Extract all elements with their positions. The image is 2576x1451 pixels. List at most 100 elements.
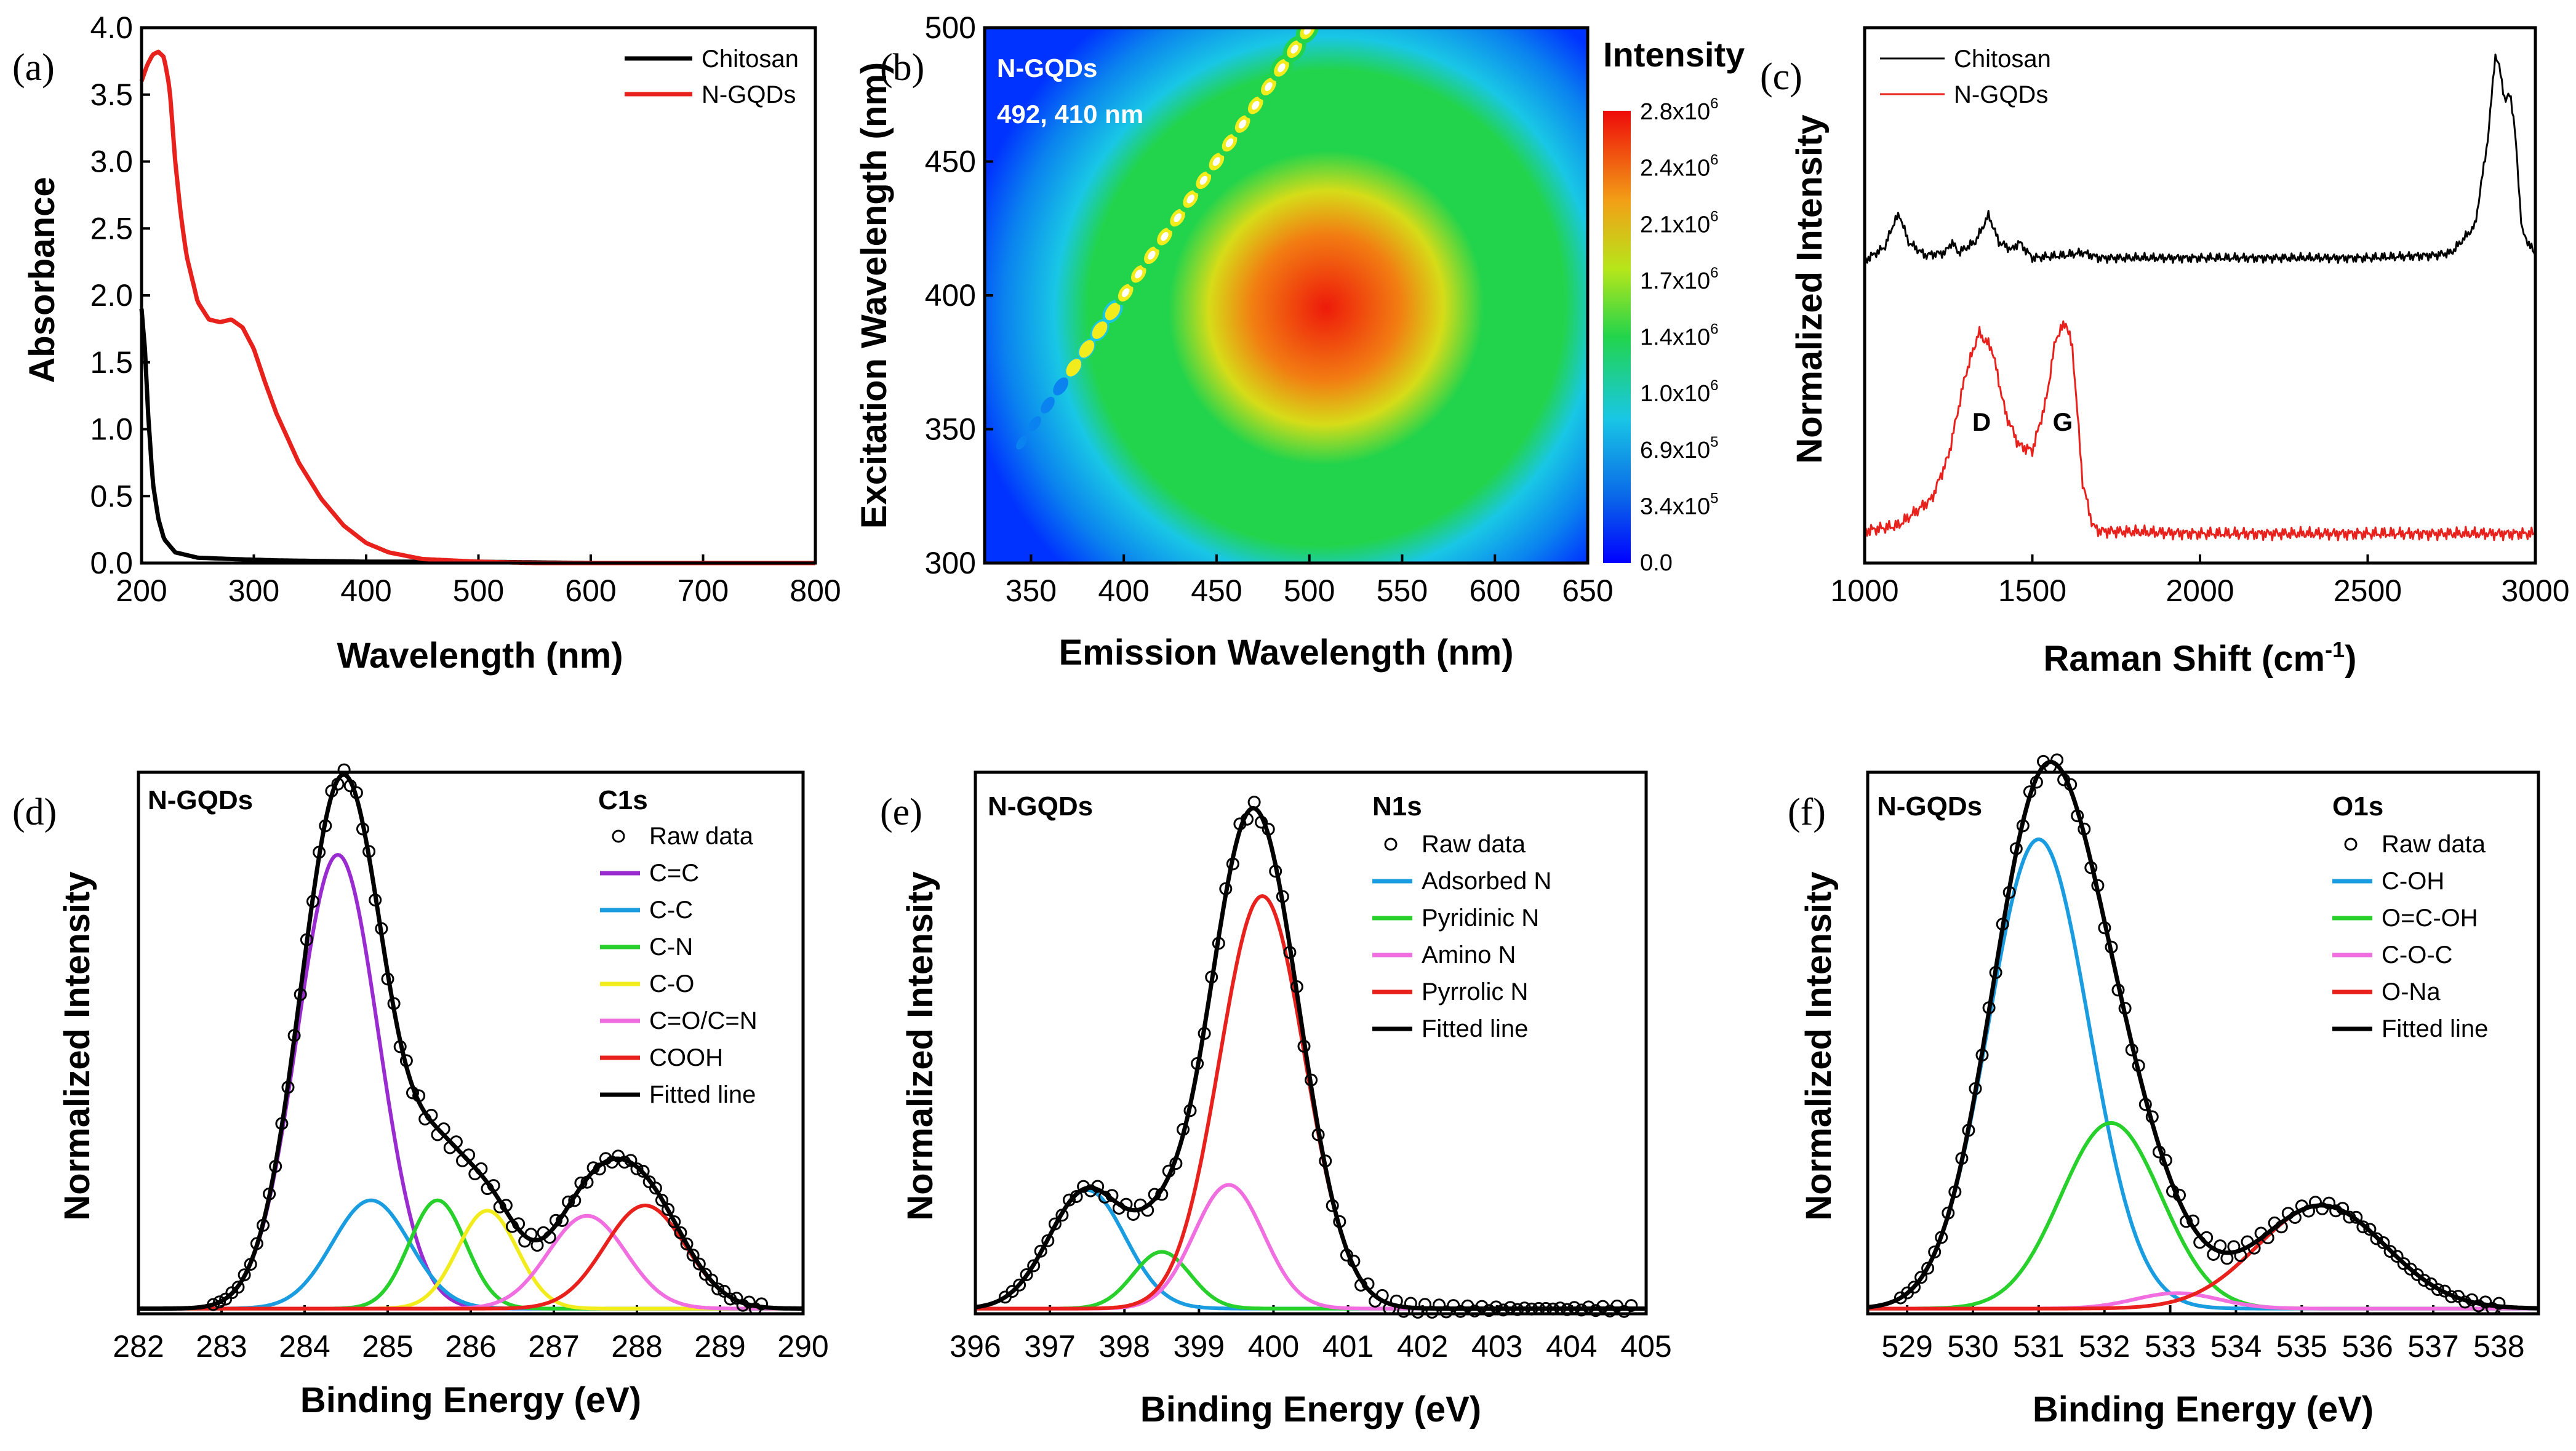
series-group-c <box>1864 54 2537 542</box>
raw-data-point-f <box>2071 809 2084 823</box>
raw-data-point-f <box>1996 917 2009 931</box>
raw-data-point-e <box>1041 1234 1055 1247</box>
raw-data-point-d <box>275 1117 289 1130</box>
legend-d: Raw data C=C C-C C-N C-O C=O/C=N COOH Fitted li… <box>600 823 758 1108</box>
raw-data-point-e <box>1198 1026 1211 1040</box>
raw-data-point-e <box>1091 1180 1105 1193</box>
raw-data-point-d <box>425 1108 438 1122</box>
raw-data-point-f <box>1969 1082 1982 1095</box>
raw-data-point-e <box>1404 1297 1417 1310</box>
scatter-spot-center <box>1122 288 1130 297</box>
raw-data-point-f <box>2492 1297 2506 1310</box>
raw-data-point-f <box>2009 842 2023 855</box>
rayleigh-scatter-band <box>1016 28 1319 450</box>
heatmap-peak-label: 492, 410 nm <box>997 100 1143 129</box>
x-tick-label-f: 538 <box>2473 1329 2524 1364</box>
legend-label-amino-n-e: Amino N <box>1422 941 1516 969</box>
x-tick-label-b: 650 <box>1562 574 1613 608</box>
raw-data-point-f <box>2309 1196 2322 1209</box>
legend-label-c-o-c-f: C-O-C <box>2382 941 2453 969</box>
raw-data-point-d <box>736 1298 750 1312</box>
raw-data-point-d <box>481 1182 494 1196</box>
x-tick-label-e: 398 <box>1099 1329 1150 1364</box>
panel-b: (b) 350 400 450 500 550 600 650 30035040045050… <box>854 10 1745 673</box>
y-axis-label-f: Normalized Intensity <box>1799 871 1839 1220</box>
legend-label-cooh-d: COOH <box>649 1044 723 1071</box>
raw-data-point-d <box>313 845 326 859</box>
raw-data-point-e <box>1212 937 1225 950</box>
raw-data-point-d <box>692 1257 706 1271</box>
panel-label-b: (b) <box>880 47 924 89</box>
raw-data-point-d <box>238 1268 251 1282</box>
x-axis-label-e: Binding Energy (eV) <box>1140 1389 1481 1429</box>
x-tick-label-b: 550 <box>1377 574 1428 608</box>
raw-data-point-f <box>1982 1001 1996 1015</box>
colorbar-label-exponent: 5 <box>1710 434 1718 450</box>
raw-data-point-e <box>1439 1305 1453 1319</box>
raw-data-point-d <box>624 1154 638 1167</box>
component-curve-pyrrolic-n-e <box>975 894 1646 1311</box>
raw-data-point-f <box>2479 1295 2492 1309</box>
panel-label-e: (e) <box>880 791 922 833</box>
colorbar-label: 2.4x106 <box>1640 152 1718 182</box>
raw-data-point-f <box>1935 1231 1948 1244</box>
raw-data-point-d <box>231 1281 245 1294</box>
raw-data-point-e <box>1219 882 1233 895</box>
raw-data-point-f <box>2030 775 2043 789</box>
x-tick-label-d: 289 <box>694 1329 745 1364</box>
scatter-spot <box>1053 377 1068 396</box>
y-tick-label-a: 1.5 <box>90 345 133 380</box>
x-tick-label-e: 405 <box>1620 1329 1671 1364</box>
raw-data-point-f <box>2322 1196 2336 1210</box>
plot-frame-c <box>1863 26 2537 565</box>
raw-data-point-d <box>369 893 382 907</box>
raw-data-point-f <box>2098 921 2111 935</box>
panel-f: (f) 529 530 531 532 533 534 535 536 537 538 N-GQD… <box>1788 753 2540 1429</box>
x-ticks-d: 282 283 284 285 286 287 288 289 290 <box>113 1305 829 1364</box>
raw-data-point-d <box>294 988 307 1001</box>
raw-data-point-e <box>1048 1217 1062 1231</box>
raw-data-point-d <box>350 786 363 799</box>
colorbar-label-exponent: 6 <box>1710 377 1718 394</box>
component-curve-adsorbed-n-e <box>975 1188 1646 1311</box>
raw-data-point-d <box>418 1113 432 1125</box>
x-tick-label-b: 350 <box>1006 574 1057 608</box>
colorbar <box>1603 111 1631 563</box>
legend-label-o-c-oh-f: O=C-OH <box>2382 905 2478 932</box>
raw-data-point-d <box>512 1217 526 1231</box>
raw-data-point-f <box>2302 1204 2315 1218</box>
raw-data-point-f <box>2329 1204 2343 1218</box>
series-line-chitosan-a <box>139 308 816 566</box>
raw-data-point-d <box>530 1239 544 1252</box>
raw-data-point-d <box>362 845 376 858</box>
raw-data-point-e <box>1276 890 1289 903</box>
plot-frame-d <box>137 770 805 1316</box>
colorbar-title: Intensity <box>1603 35 1745 74</box>
x-tick-label-d: 287 <box>528 1329 579 1364</box>
raw-data-point-f <box>2125 1043 2138 1057</box>
x-tick-label-e: 399 <box>1174 1329 1225 1364</box>
x-tick-label-d: 283 <box>196 1329 247 1364</box>
raw-data-point-f <box>2200 1231 2214 1244</box>
legend-label-c-o-d: C-O <box>649 970 694 997</box>
colorbar-label: 1.7x106 <box>1640 265 1718 294</box>
y-tick-label-a: 2.0 <box>90 278 133 313</box>
panel-label-c: (c) <box>1760 56 1802 98</box>
raw-data-point-f <box>2336 1202 2350 1215</box>
x-tick-label-a: 800 <box>790 574 841 608</box>
raw-points-f <box>1894 753 2506 1315</box>
x-tick-label-d: 282 <box>113 1329 164 1364</box>
legend-marker-raw-data-e <box>1384 837 1398 851</box>
plot-frame-e <box>974 770 1648 1316</box>
x-tick-label-e: 402 <box>1397 1329 1448 1364</box>
x-tick-label-e: 404 <box>1546 1329 1597 1364</box>
scatter-spot <box>1028 416 1041 432</box>
x-axis-label-b: Emission Wavelength (nm) <box>1058 633 1513 673</box>
colorbar-label-exponent: 6 <box>1710 208 1718 225</box>
y-tick-label-a: 3.0 <box>90 145 133 179</box>
component-curve-amino-n-e <box>975 1183 1646 1311</box>
raw-data-point-f <box>2472 1299 2486 1313</box>
raw-data-point-f <box>2343 1210 2356 1224</box>
raw-data-point-d <box>562 1195 575 1209</box>
raw-data-point-f <box>1955 1152 1969 1165</box>
